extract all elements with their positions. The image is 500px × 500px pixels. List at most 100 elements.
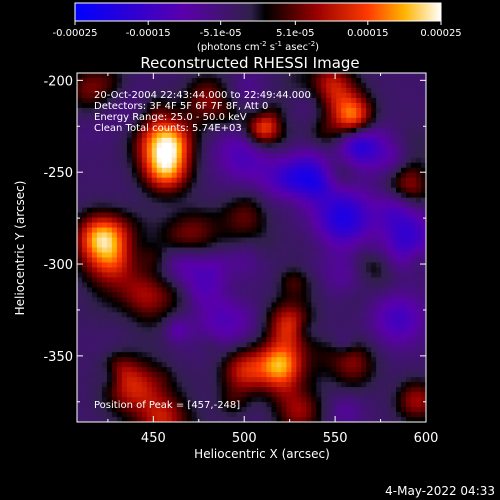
heatmap-cell <box>336 142 342 149</box>
heatmap-cell <box>346 102 352 109</box>
heatmap-cell <box>256 97 263 104</box>
heatmap-cell <box>246 327 253 333</box>
heatmap-cell <box>201 242 208 249</box>
heatmap-cell <box>116 167 123 174</box>
heatmap-cell <box>366 157 372 164</box>
heatmap-cell <box>311 202 317 209</box>
heatmap-cell <box>321 352 327 358</box>
heatmap-cell <box>286 287 292 293</box>
heatmap-cell <box>266 327 273 333</box>
heatmap-cell <box>166 327 173 333</box>
heatmap-cell <box>226 77 233 84</box>
heatmap-cell <box>106 73 113 79</box>
heatmap-cell <box>351 73 357 79</box>
heatmap-cell <box>231 212 238 219</box>
heatmap-cell <box>316 367 322 373</box>
heatmap-cell <box>226 347 233 353</box>
heatmap-cell <box>126 237 133 244</box>
heatmap-cell <box>376 127 382 134</box>
heatmap-cell <box>206 157 213 164</box>
heatmap-cell <box>201 377 208 383</box>
heatmap-cell <box>181 267 188 274</box>
heatmap-cell <box>166 257 173 264</box>
heatmap-cell <box>151 352 158 358</box>
heatmap-cell <box>381 257 387 264</box>
heatmap-cell <box>391 357 397 363</box>
heatmap-cell <box>141 73 148 79</box>
heatmap-cell <box>96 312 103 318</box>
heatmap-cell <box>181 347 188 353</box>
heatmap-cell <box>301 177 307 184</box>
heatmap-cell <box>221 142 228 149</box>
heatmap-cell <box>77 167 83 174</box>
heatmap-cell <box>186 207 193 214</box>
heatmap-cell <box>171 337 178 343</box>
heatmap-cell <box>311 257 317 264</box>
heatmap-cell <box>296 362 302 368</box>
heatmap-cell <box>421 82 426 89</box>
heatmap-cell <box>291 272 297 279</box>
heatmap-cell <box>256 397 263 403</box>
heatmap-cell <box>261 412 268 418</box>
heatmap-cell <box>81 107 88 114</box>
heatmap-cell <box>316 317 322 323</box>
heatmap-cell <box>336 322 342 328</box>
heatmap-cell <box>291 212 297 219</box>
heatmap-cell <box>416 222 422 229</box>
heatmap-cell <box>226 247 233 254</box>
heatmap-cell <box>266 302 273 308</box>
heatmap-cell <box>326 167 332 174</box>
heatmap-cell <box>101 137 108 144</box>
heatmap-cell <box>226 242 233 249</box>
heatmap-cell <box>356 73 362 79</box>
heatmap-cell <box>181 392 188 398</box>
heatmap-cell <box>316 242 322 249</box>
heatmap-cell <box>111 222 118 229</box>
heatmap-cell <box>226 252 233 259</box>
heatmap-cell <box>301 237 307 244</box>
heatmap-cell <box>316 322 322 328</box>
heatmap-cell <box>361 357 367 363</box>
heatmap-cell <box>156 387 163 393</box>
heatmap-cell <box>326 152 332 159</box>
heatmap-cell <box>351 317 357 323</box>
heatmap-cell <box>366 297 372 303</box>
heatmap-cell <box>281 332 287 338</box>
heatmap-cell <box>291 407 297 413</box>
heatmap-cell <box>231 337 238 343</box>
heatmap-cell <box>151 162 158 169</box>
heatmap-cell <box>131 397 138 403</box>
heatmap-cell <box>361 227 367 234</box>
heatmap-cell <box>106 402 113 408</box>
heatmap-cell <box>256 412 263 418</box>
heatmap-cell <box>106 247 113 254</box>
heatmap-cell <box>316 227 322 234</box>
heatmap-cell <box>241 187 248 194</box>
heatmap-cell <box>166 322 173 328</box>
heatmap-cell <box>416 347 422 353</box>
heatmap-cell <box>206 212 213 219</box>
heatmap-cell <box>271 132 278 139</box>
heatmap-cell <box>251 382 258 388</box>
heatmap-cell <box>86 177 93 184</box>
heatmap-cell <box>151 312 158 318</box>
heatmap-cell <box>371 242 377 249</box>
heatmap-cell <box>176 177 183 184</box>
heatmap-cell <box>231 392 238 398</box>
heatmap-cell <box>336 182 342 189</box>
heatmap-cell <box>326 362 332 368</box>
heatmap-cell <box>161 177 168 184</box>
heatmap-cell <box>236 87 243 94</box>
heatmap-cell <box>401 137 407 144</box>
heatmap-cell <box>281 142 287 149</box>
heatmap-cell <box>336 202 342 209</box>
heatmap-cell <box>356 357 362 363</box>
heatmap-cell <box>136 272 143 279</box>
heatmap-cell <box>376 297 382 303</box>
heatmap-cell <box>181 237 188 244</box>
heatmap-cell <box>401 127 407 134</box>
heatmap-cell <box>301 197 307 204</box>
heatmap-cell <box>416 87 422 94</box>
heatmap-cell <box>236 352 243 358</box>
heatmap-cell <box>376 397 382 403</box>
